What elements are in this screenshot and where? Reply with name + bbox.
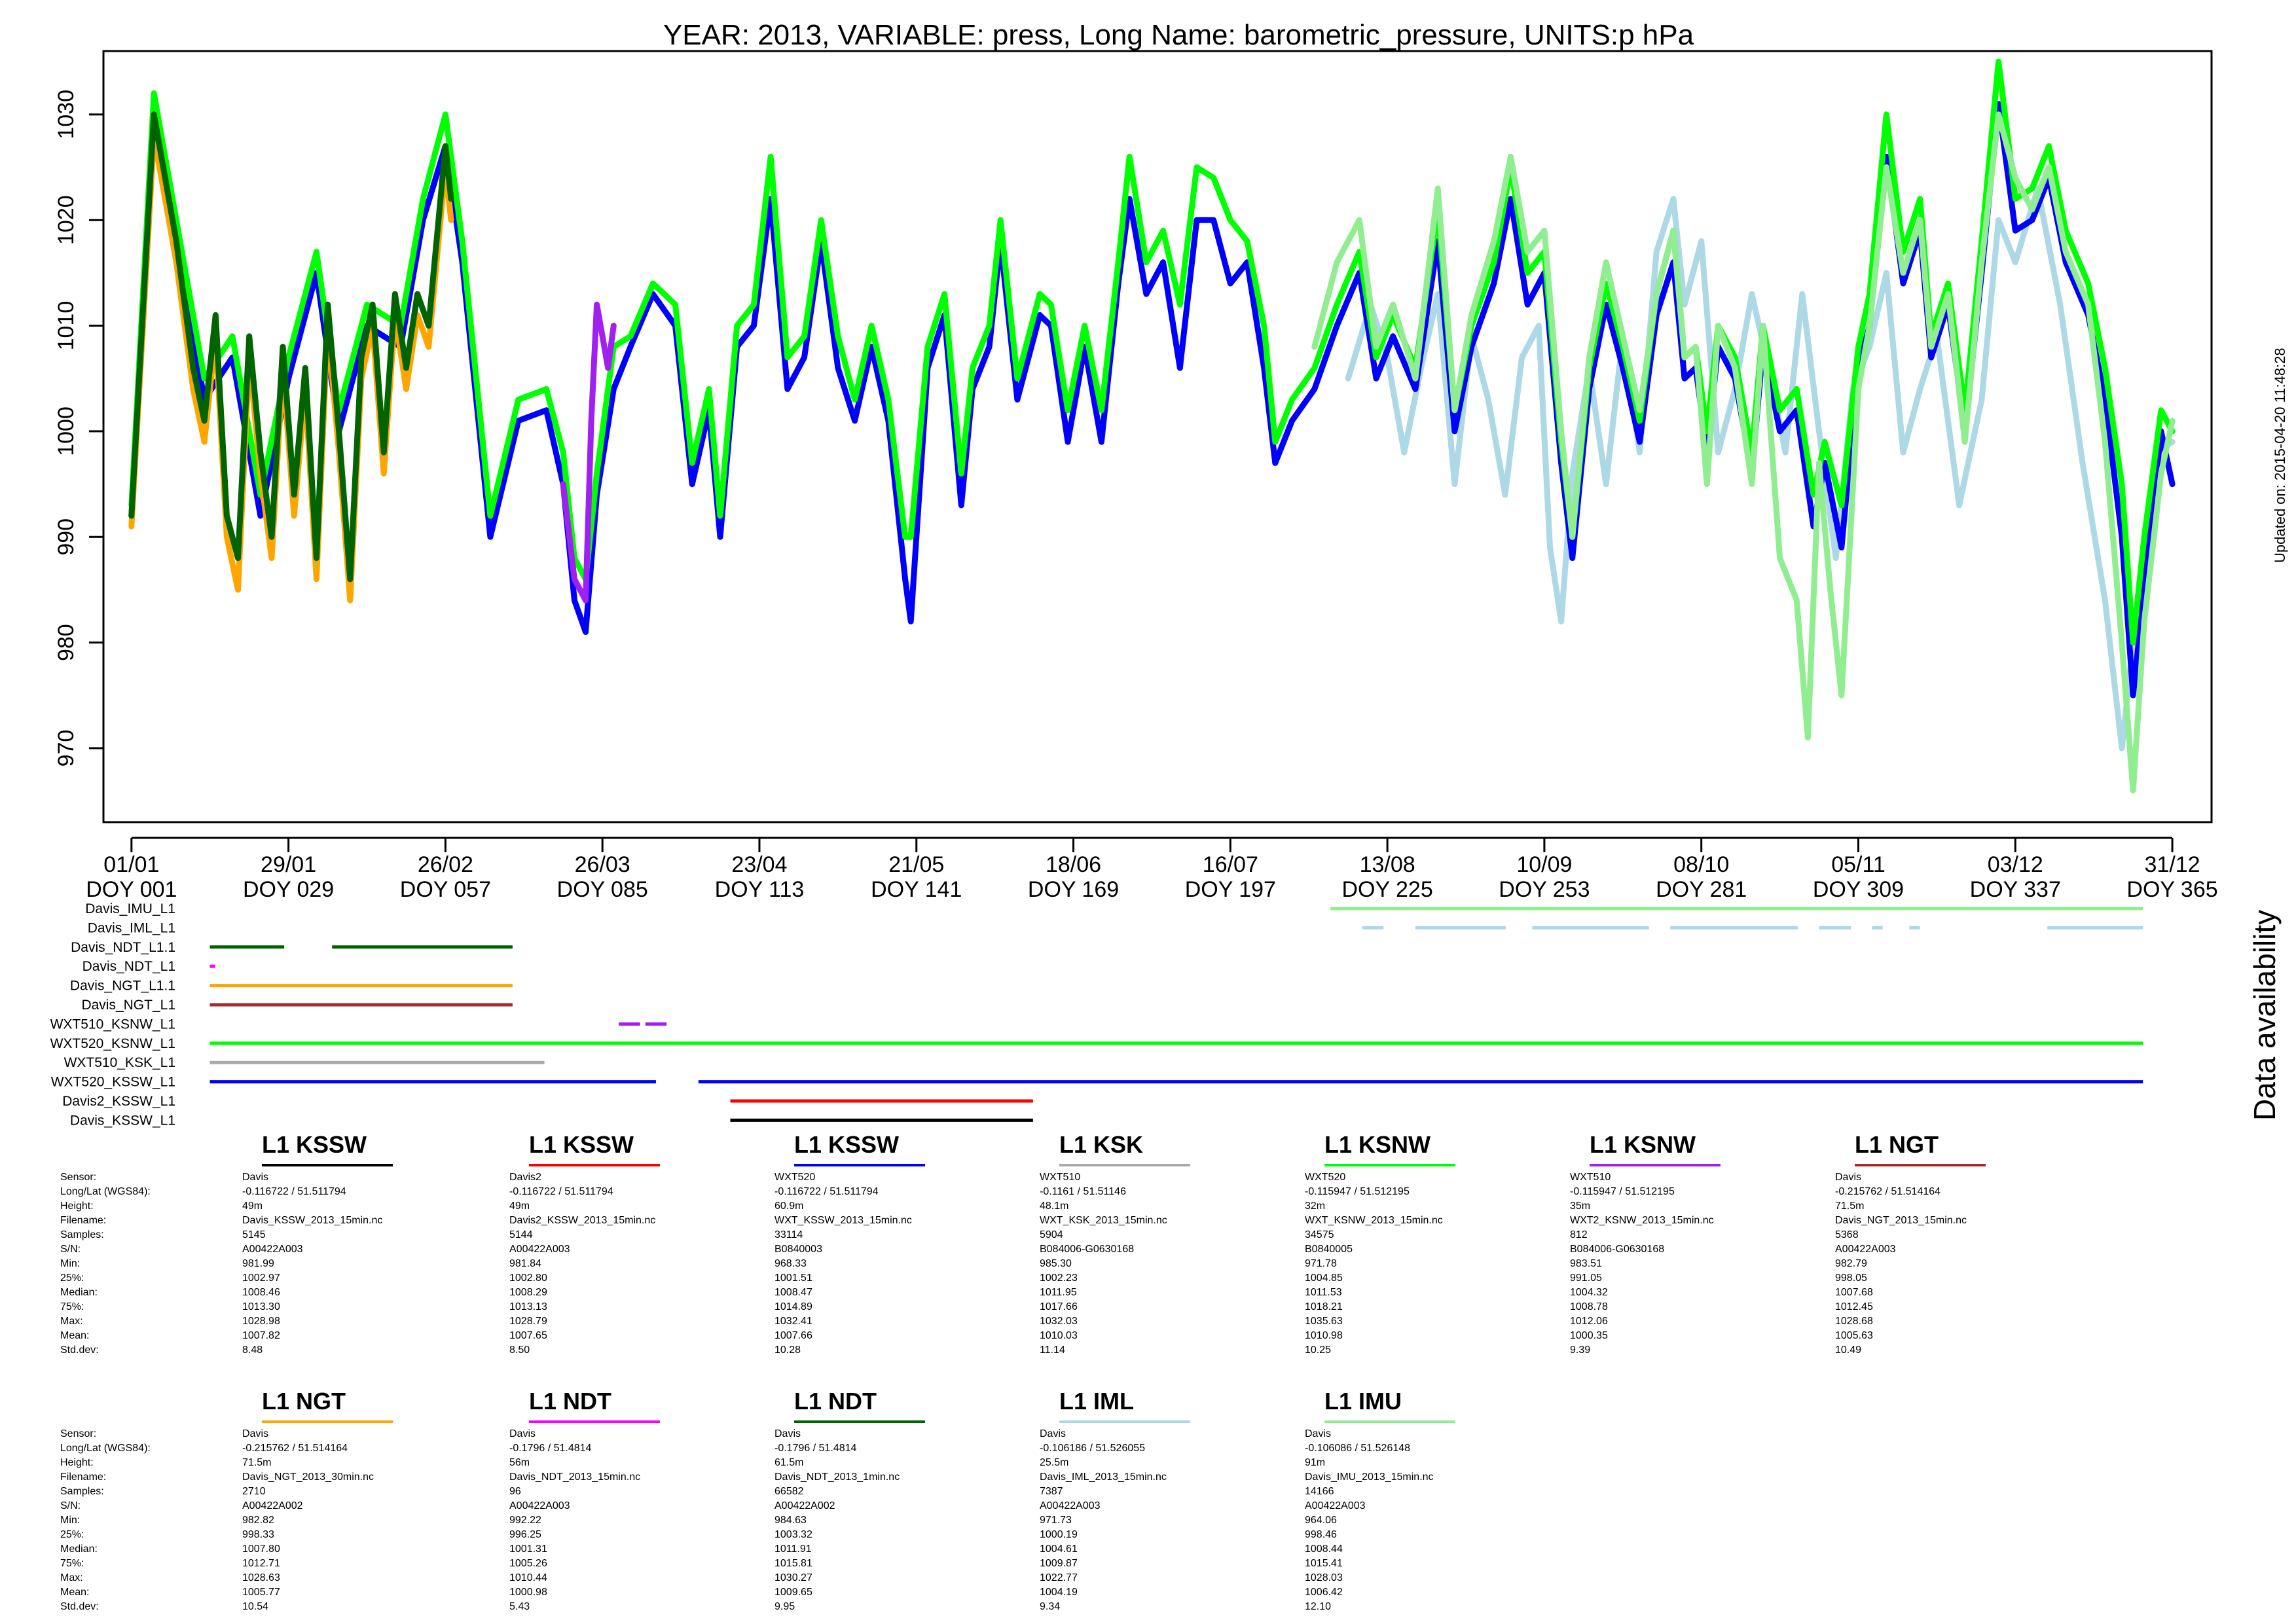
availability-row-label: Davis_NDT_L1 bbox=[82, 959, 175, 974]
y-tick-label: 1000 bbox=[54, 406, 79, 456]
availability-panel: Davis_IMU_L1 Davis_IML_L1 Davis_NDT_L1.1 Da… bbox=[50, 901, 2143, 1128]
x-tick-doy-label: DOY 365 bbox=[2126, 877, 2217, 902]
y-tick-label: 980 bbox=[54, 624, 79, 661]
x-tick-doy-label: DOY 337 bbox=[1970, 877, 2061, 902]
series-line-wxt520-kssw-l1 bbox=[128, 101, 2176, 698]
y-tick-label: 970 bbox=[54, 730, 79, 767]
availability-title: Data availability bbox=[2248, 909, 2282, 1121]
availability-row-label: WXT520_KSNW_L1 bbox=[50, 1036, 175, 1051]
x-tick-date-label: 26/02 bbox=[418, 852, 473, 877]
availability-row-label: Davis_NGT_L1 bbox=[81, 998, 175, 1013]
availability-row-label: WXT510_KSK_L1 bbox=[64, 1055, 175, 1070]
x-tick-doy-label: DOY 309 bbox=[1813, 877, 1904, 902]
x-tick-doy-label: DOY 141 bbox=[871, 877, 962, 902]
x-tick-date-label: 31/12 bbox=[2145, 852, 2200, 877]
x-tick-doy-label: DOY 169 bbox=[1028, 877, 1119, 902]
y-tick-label: 990 bbox=[54, 518, 79, 556]
x-tick-date-label: 03/12 bbox=[1988, 852, 2043, 877]
availability-row-label: Davis_IML_L1 bbox=[88, 920, 175, 935]
x-tick-date-label: 26/03 bbox=[575, 852, 630, 877]
availability-row-label: WXT510_KSNW_L1 bbox=[50, 1017, 175, 1032]
x-tick-date-label: 13/08 bbox=[1360, 852, 1415, 877]
x-tick-doy-label: DOY 029 bbox=[243, 877, 334, 902]
availability-row-label: Davis_IMU_L1 bbox=[85, 901, 175, 916]
x-tick-doy-label: DOY 113 bbox=[715, 877, 805, 902]
x-tick-date-label: 23/04 bbox=[731, 852, 787, 877]
x-tick-doy-label: DOY 057 bbox=[400, 877, 491, 902]
y-axis: 970 980 990 1000 1010 1020 1030 bbox=[54, 90, 103, 767]
x-tick-date-label: 18/06 bbox=[1046, 852, 1101, 877]
y-tick-label: 1020 bbox=[54, 195, 79, 245]
series-line-davis-iml-l1 bbox=[1345, 185, 2176, 751]
y-tick-label: 1010 bbox=[54, 301, 79, 351]
x-tick-date-label: 16/07 bbox=[1203, 852, 1258, 877]
x-tick-date-label: 29/01 bbox=[261, 852, 316, 877]
availability-row-label: Davis_NGT_L1.1 bbox=[70, 979, 175, 994]
y-tick-label: 1030 bbox=[54, 90, 79, 139]
updated-note: Updated on: 2015-04-20 11:48:28 bbox=[2272, 348, 2288, 563]
series-line-wxt520-ksnw-l1 bbox=[128, 58, 2176, 646]
series-layer bbox=[128, 58, 2176, 794]
availability-row-label: WXT520_KSSW_L1 bbox=[51, 1075, 175, 1090]
x-tick-doy-label: DOY 001 bbox=[86, 877, 177, 902]
x-tick-date-label: 10/09 bbox=[1516, 852, 1572, 877]
availability-row-label: Davis_NDT_L1.1 bbox=[71, 940, 175, 955]
x-tick-doy-label: DOY 281 bbox=[1656, 877, 1747, 902]
x-tick-date-label: 01/01 bbox=[103, 852, 159, 877]
availability-row-label: Davis_KSSW_L1 bbox=[70, 1113, 175, 1128]
series-line-wxt510-ksnw-l1 bbox=[560, 301, 617, 604]
x-tick-date-label: 08/10 bbox=[1673, 852, 1729, 877]
series-line-davis-ndt-l1-1 bbox=[128, 111, 454, 583]
series-line-davis-imu-l1 bbox=[1311, 111, 2176, 794]
x-tick-date-label: 05/11 bbox=[1831, 852, 1886, 877]
availability-row-label: Davis2_KSSW_L1 bbox=[62, 1094, 175, 1109]
x-tick-doy-label: DOY 085 bbox=[557, 877, 648, 902]
chart-title: YEAR: 2013, VARIABLE: press, Long Name: … bbox=[663, 19, 1694, 51]
x-tick-doy-label: DOY 197 bbox=[1185, 877, 1276, 902]
plot-frame bbox=[102, 50, 2213, 823]
x-tick-doy-label: DOY 225 bbox=[1341, 877, 1432, 902]
x-tick-date-label: 21/05 bbox=[888, 852, 944, 877]
x-tick-doy-label: DOY 253 bbox=[1499, 877, 1590, 902]
